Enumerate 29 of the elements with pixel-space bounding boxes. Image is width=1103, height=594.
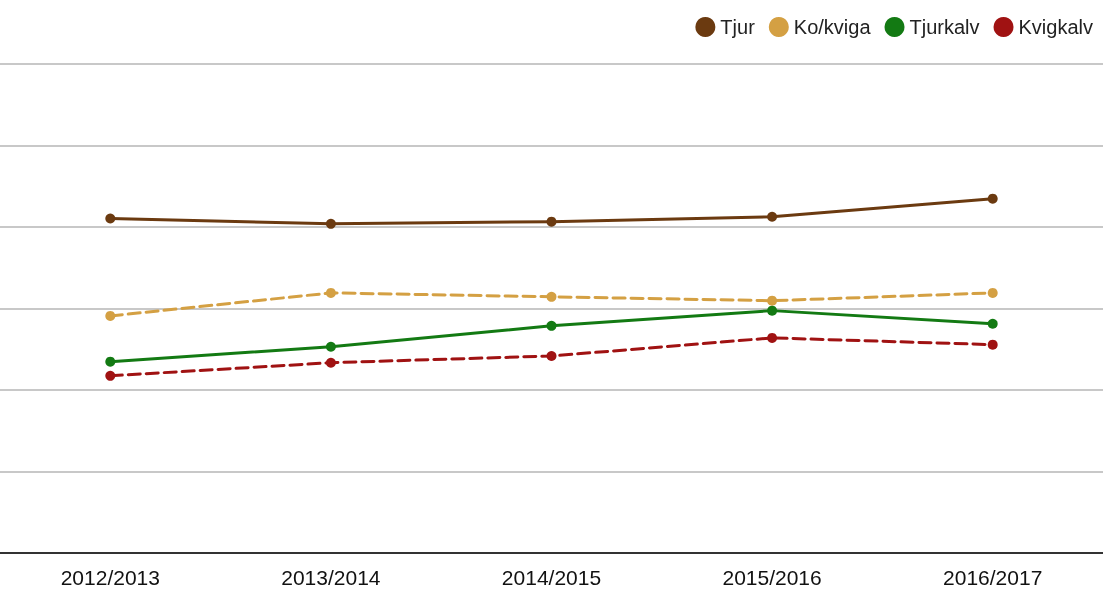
point — [987, 193, 998, 204]
x-tick-label: 2013/2014 — [281, 566, 381, 589]
point — [325, 287, 336, 298]
point — [987, 318, 998, 329]
point — [767, 295, 778, 306]
point — [325, 357, 336, 368]
point — [105, 310, 116, 321]
point — [546, 216, 557, 227]
legend-label: Ko/kviga — [793, 16, 872, 38]
point — [767, 211, 778, 222]
point — [546, 320, 557, 331]
point — [767, 305, 778, 316]
x-tick-label: 2015/2016 — [722, 566, 822, 589]
x-tick-label: 2016/2017 — [943, 566, 1043, 589]
legend-label: Kvigkalv — [1018, 16, 1094, 38]
point — [105, 356, 116, 367]
point — [105, 370, 116, 381]
point — [546, 350, 557, 361]
point — [987, 339, 998, 350]
point — [987, 287, 998, 298]
x-tick-label: 2012/2013 — [60, 566, 160, 589]
point — [767, 332, 778, 343]
legend-label: Tjur — [720, 16, 756, 38]
x-tick-label: 2014/2015 — [501, 566, 602, 589]
point — [325, 341, 336, 352]
point — [325, 218, 336, 229]
legend-label: Tjurkalv — [909, 16, 980, 38]
point — [546, 291, 557, 302]
point — [105, 213, 116, 224]
